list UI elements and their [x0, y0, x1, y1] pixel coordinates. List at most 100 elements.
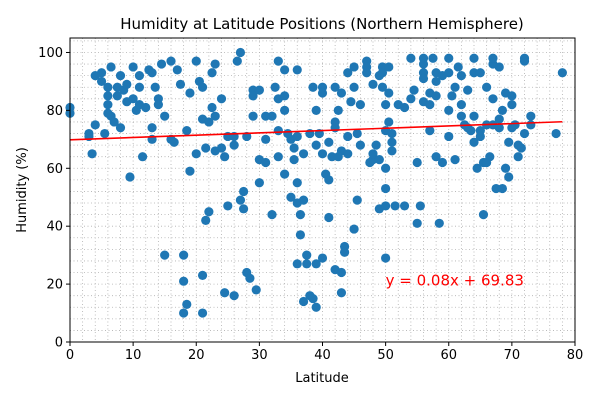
data-point: [197, 308, 208, 318]
data-point: [463, 85, 473, 95]
data-point: [182, 299, 192, 309]
data-point: [317, 88, 328, 98]
data-point: [90, 120, 100, 130]
data-point: [308, 293, 318, 304]
data-point: [106, 62, 116, 72]
data-point: [191, 149, 201, 159]
data-point: [254, 178, 264, 188]
data-point: [519, 53, 530, 63]
data-point: [327, 152, 337, 162]
data-point: [428, 53, 438, 63]
data-point: [475, 126, 485, 136]
data-point: [368, 149, 378, 159]
data-point: [267, 210, 277, 220]
data-point: [494, 123, 504, 133]
data-point: [437, 157, 448, 168]
data-point: [456, 111, 466, 121]
data-point: [384, 88, 394, 98]
data-point: [418, 59, 429, 69]
data-point: [384, 62, 394, 72]
data-point: [298, 195, 309, 205]
data-points: [65, 47, 567, 318]
data-point: [210, 59, 220, 69]
data-point: [362, 68, 372, 78]
data-point: [248, 111, 258, 121]
data-point: [444, 131, 454, 142]
data-point: [179, 276, 189, 286]
data-point: [381, 253, 391, 263]
data-point: [289, 155, 299, 165]
data-point: [311, 259, 321, 269]
data-point: [510, 120, 520, 130]
data-point: [504, 172, 514, 182]
data-point: [292, 131, 302, 142]
data-point: [466, 126, 476, 136]
data-point: [311, 105, 321, 115]
data-point: [185, 166, 195, 176]
x-tick-label: 50: [377, 348, 394, 363]
y-axis-ticks: 0 20 40 60 80 100: [38, 46, 70, 351]
data-point: [201, 215, 211, 225]
regression-equation: y = 0.08x + 69.83: [386, 272, 524, 290]
data-point: [286, 192, 296, 202]
data-point: [134, 82, 145, 92]
data-point: [425, 126, 435, 136]
data-point: [197, 82, 208, 92]
data-point: [317, 253, 328, 263]
data-point: [374, 155, 384, 165]
data-point: [295, 230, 306, 240]
x-tick-label: 10: [125, 348, 142, 363]
data-point: [280, 169, 290, 179]
data-point: [444, 53, 454, 63]
chart-title: Humidity at Latitude Positions (Northern…: [120, 15, 524, 33]
data-point: [371, 140, 381, 150]
data-point: [134, 71, 145, 81]
data-point: [298, 296, 309, 307]
data-point: [343, 68, 353, 78]
data-point: [507, 91, 517, 101]
data-point: [169, 137, 179, 147]
data-point: [235, 195, 246, 205]
y-tick-label: 0: [55, 336, 63, 351]
data-point: [336, 88, 347, 98]
data-point: [390, 201, 400, 211]
data-point: [381, 183, 391, 194]
data-point: [425, 99, 435, 110]
data-point: [377, 82, 388, 92]
data-point: [270, 82, 280, 92]
data-point: [238, 186, 249, 197]
data-point: [179, 308, 189, 318]
regression-line: [69, 120, 563, 141]
data-point: [261, 157, 271, 168]
data-point: [472, 163, 482, 173]
data-point: [406, 53, 416, 63]
data-point: [220, 288, 230, 298]
data-point: [384, 117, 394, 127]
data-point: [475, 68, 485, 78]
data-point: [450, 82, 460, 92]
x-tick-label: 60: [440, 348, 457, 363]
data-point: [235, 47, 246, 58]
data-point: [491, 183, 501, 194]
data-point: [343, 149, 353, 159]
data-point: [292, 259, 302, 269]
y-tick-label: 60: [46, 162, 63, 177]
data-point: [516, 143, 526, 153]
data-point: [280, 91, 290, 101]
data-point: [381, 201, 391, 211]
data-point: [302, 250, 312, 260]
data-point: [229, 291, 239, 301]
data-point: [128, 94, 138, 104]
data-point: [469, 68, 479, 78]
data-point: [355, 140, 365, 150]
data-point: [137, 152, 148, 162]
data-point: [330, 117, 340, 127]
data-point: [302, 259, 312, 269]
data-point: [115, 123, 126, 133]
data-point: [109, 117, 119, 127]
data-point: [513, 152, 523, 162]
data-point: [336, 267, 347, 278]
data-point: [406, 94, 416, 104]
data-point: [387, 146, 397, 156]
